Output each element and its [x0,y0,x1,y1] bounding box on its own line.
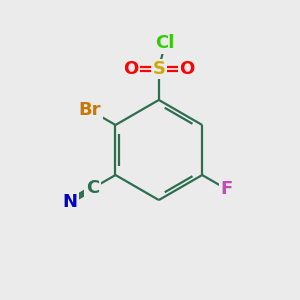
Text: Cl: Cl [156,34,175,52]
Text: O: O [123,60,139,78]
Text: S: S [152,60,165,78]
Text: Br: Br [79,101,101,119]
Text: O: O [179,60,194,78]
Text: F: F [220,180,232,198]
Text: C: C [86,179,99,197]
Text: N: N [62,193,77,211]
